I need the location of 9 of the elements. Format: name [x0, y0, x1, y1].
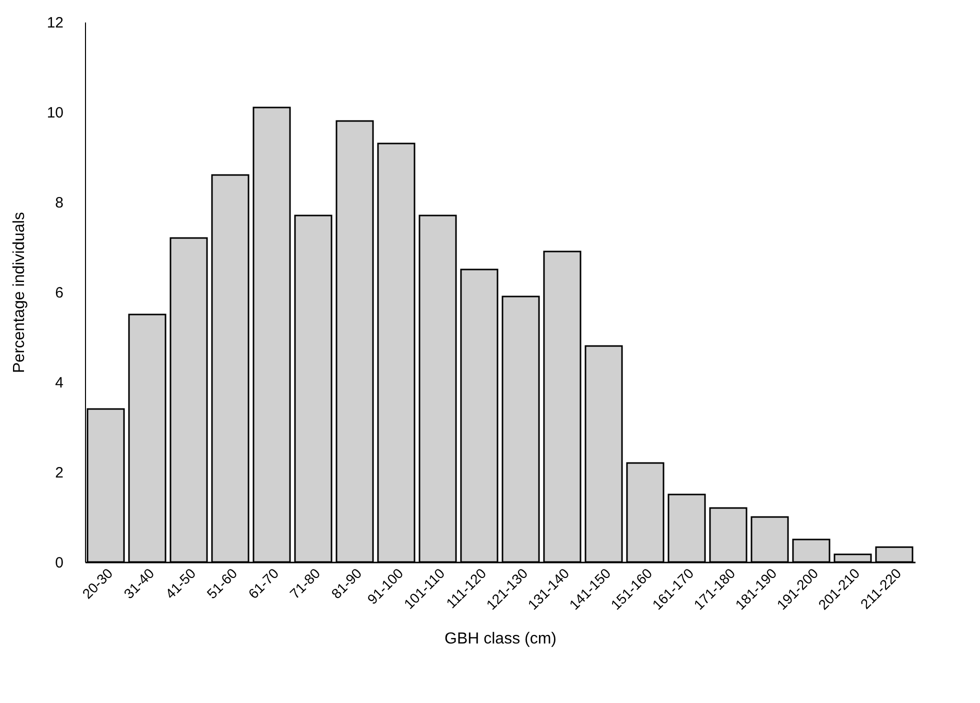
- y-tick-label: 8: [55, 194, 64, 212]
- y-tick-label: 6: [55, 284, 64, 302]
- y-tick-label: 0: [55, 554, 64, 572]
- y-tick-label: 12: [46, 14, 64, 32]
- y-tick-label: 4: [55, 374, 64, 392]
- x-axis-title: GBH class (cm): [444, 630, 556, 648]
- y-axis-title: Percentage individuals: [10, 212, 28, 373]
- y-tick-label: 10: [46, 104, 64, 122]
- y-tick-label: 2: [55, 464, 64, 482]
